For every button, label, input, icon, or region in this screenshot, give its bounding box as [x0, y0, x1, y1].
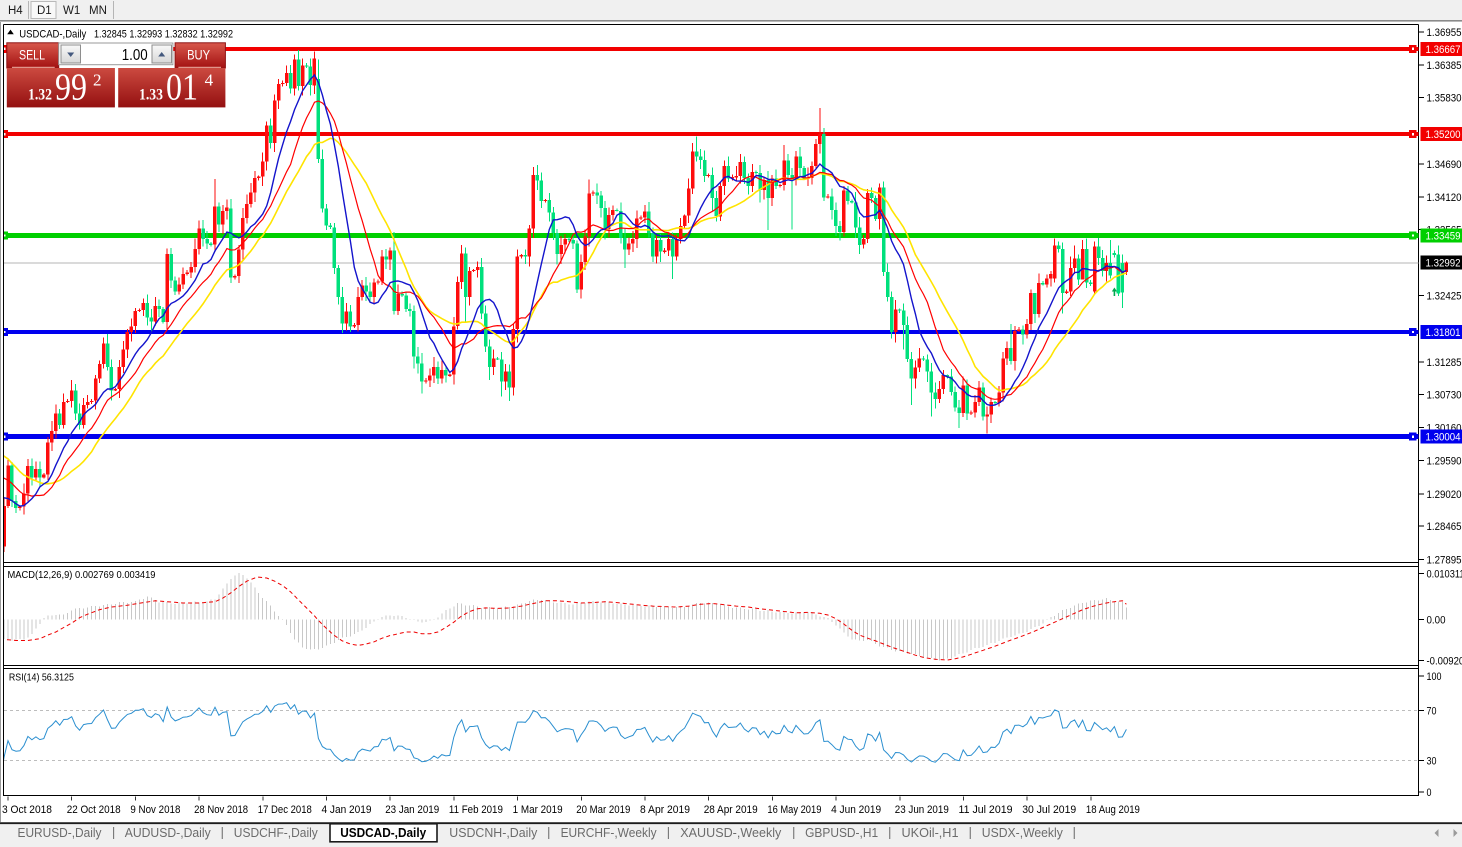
svg-text:BUY: BUY: [187, 48, 210, 63]
svg-text:1.32992: 1.32992: [1426, 258, 1461, 270]
svg-text:H4: H4: [8, 5, 23, 17]
svg-text:XAUUSD-,Weekly: XAUUSD-,Weekly: [680, 826, 782, 840]
svg-text:|: |: [1073, 826, 1076, 840]
svg-text:30: 30: [1427, 756, 1437, 768]
svg-text:01: 01: [166, 67, 198, 109]
svg-text:28 Nov 2018: 28 Nov 2018: [194, 804, 248, 816]
svg-text:|: |: [667, 826, 670, 840]
svg-text:23 Jun 2019: 23 Jun 2019: [895, 804, 949, 816]
svg-text:23 Jan 2019: 23 Jan 2019: [385, 804, 439, 816]
svg-text:1.30730: 1.30730: [1427, 389, 1462, 401]
svg-text:SELL: SELL: [19, 48, 45, 63]
svg-text:1.32425: 1.32425: [1427, 291, 1462, 303]
svg-text:1.27895: 1.27895: [1427, 554, 1462, 566]
svg-text:1.36667: 1.36667: [1426, 44, 1461, 56]
svg-text:1.00: 1.00: [122, 47, 148, 64]
svg-text:1.30004: 1.30004: [1426, 432, 1461, 444]
svg-text:9 Nov 2018: 9 Nov 2018: [130, 804, 180, 816]
svg-text:4 Jan 2019: 4 Jan 2019: [322, 804, 372, 816]
svg-text:MN: MN: [89, 5, 107, 17]
svg-text:EURCHF-,Weekly: EURCHF-,Weekly: [561, 826, 658, 840]
svg-text:|: |: [221, 826, 224, 840]
svg-text:|: |: [969, 826, 972, 840]
svg-text:|: |: [792, 826, 795, 840]
svg-text:|: |: [112, 826, 115, 840]
svg-text:1.28465: 1.28465: [1427, 521, 1462, 533]
svg-text:1.34120: 1.34120: [1427, 192, 1462, 204]
svg-text:1.36385: 1.36385: [1427, 60, 1462, 72]
svg-text:4 Jun 2019: 4 Jun 2019: [831, 804, 881, 816]
svg-text:70: 70: [1427, 706, 1437, 718]
svg-text:EURUSD-,Daily: EURUSD-,Daily: [18, 826, 103, 840]
svg-text:2: 2: [93, 71, 102, 90]
svg-text:W1: W1: [63, 5, 80, 17]
svg-text:1.29020: 1.29020: [1427, 489, 1462, 501]
svg-text:1.34690: 1.34690: [1427, 159, 1462, 171]
svg-text:UKOil-,H1: UKOil-,H1: [902, 826, 959, 840]
svg-text:0.010311: 0.010311: [1427, 569, 1462, 581]
svg-text:28 Apr 2019: 28 Apr 2019: [704, 804, 758, 816]
svg-text:USDCNH-,Daily: USDCNH-,Daily: [449, 826, 538, 840]
svg-text:4: 4: [205, 71, 214, 90]
svg-text:16 May 2019: 16 May 2019: [767, 804, 821, 816]
svg-text:20 Mar 2019: 20 Mar 2019: [576, 804, 630, 816]
svg-text:USDX-,Weekly: USDX-,Weekly: [982, 826, 1064, 840]
svg-text:1.31801: 1.31801: [1426, 327, 1461, 339]
svg-text:99: 99: [55, 67, 87, 109]
svg-text:|: |: [888, 826, 891, 840]
svg-text:1.35830: 1.35830: [1427, 93, 1462, 105]
svg-text:0: 0: [1427, 787, 1432, 799]
svg-text:11 Jul 2019: 11 Jul 2019: [959, 804, 1013, 816]
svg-text:1.31285: 1.31285: [1427, 357, 1462, 369]
svg-text:1 Mar 2019: 1 Mar 2019: [513, 804, 563, 816]
svg-text:100: 100: [1427, 671, 1442, 683]
svg-text:11 Feb 2019: 11 Feb 2019: [449, 804, 503, 816]
svg-text:D1: D1: [37, 5, 52, 17]
svg-text:30 Jul 2019: 30 Jul 2019: [1022, 804, 1076, 816]
svg-text:RSI(14) 56.3125: RSI(14) 56.3125: [9, 672, 74, 684]
svg-text:|: |: [547, 826, 550, 840]
svg-text:18 Aug 2019: 18 Aug 2019: [1086, 804, 1140, 816]
svg-text:AUDUSD-,Daily: AUDUSD-,Daily: [125, 826, 212, 840]
svg-text:22 Oct 2018: 22 Oct 2018: [67, 804, 121, 816]
svg-text:1.33: 1.33: [139, 87, 163, 104]
svg-text:1.29590: 1.29590: [1427, 456, 1462, 468]
svg-text:1.33459: 1.33459: [1426, 231, 1461, 243]
svg-text:0.00: 0.00: [1427, 615, 1446, 627]
svg-text:MACD(12,26,9) 0.002769 0.00341: MACD(12,26,9) 0.002769 0.003419: [8, 569, 156, 581]
svg-text:8 Apr 2019: 8 Apr 2019: [640, 804, 690, 816]
svg-text:1.36955: 1.36955: [1427, 27, 1462, 39]
svg-text:1.35200: 1.35200: [1426, 129, 1461, 141]
svg-text:USDCAD-,Daily: USDCAD-,Daily: [19, 29, 86, 41]
svg-text:USDCAD-,Daily: USDCAD-,Daily: [340, 826, 426, 840]
svg-text:-0.009203: -0.009203: [1427, 656, 1462, 668]
svg-text:1.32: 1.32: [28, 87, 52, 104]
svg-text:USDCHF-,Daily: USDCHF-,Daily: [234, 826, 319, 840]
svg-text:17 Dec 2018: 17 Dec 2018: [258, 804, 312, 816]
svg-text:GBPUSD-,H1: GBPUSD-,H1: [805, 826, 878, 840]
svg-text:3 Oct 2018: 3 Oct 2018: [2, 804, 52, 816]
svg-text:1.32845 1.32993 1.32832 1.3299: 1.32845 1.32993 1.32832 1.32992: [94, 29, 233, 41]
